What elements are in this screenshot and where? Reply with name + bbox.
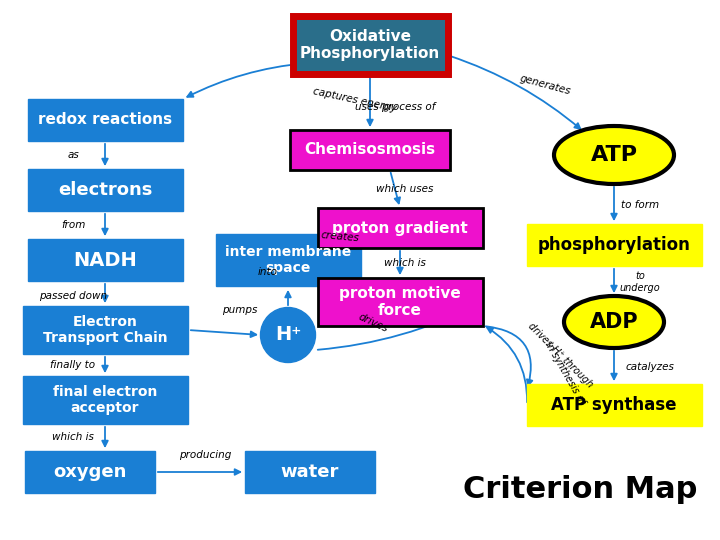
- Text: proton motive
force: proton motive force: [339, 286, 461, 318]
- Text: as: as: [67, 150, 79, 160]
- FancyBboxPatch shape: [25, 451, 155, 493]
- FancyBboxPatch shape: [526, 384, 701, 426]
- FancyBboxPatch shape: [318, 278, 482, 326]
- Text: creates: creates: [320, 231, 360, 244]
- FancyBboxPatch shape: [292, 16, 448, 74]
- Text: proton gradient: proton gradient: [332, 220, 468, 235]
- Text: catalyzes: catalyzes: [626, 362, 675, 372]
- Text: which is: which is: [384, 258, 426, 268]
- Text: to form: to form: [621, 200, 659, 210]
- Text: oxygen: oxygen: [53, 463, 127, 481]
- Text: redox reactions: redox reactions: [38, 112, 172, 127]
- Text: ATP: ATP: [590, 145, 637, 165]
- Text: pumps: pumps: [222, 305, 258, 315]
- Text: inter membrane
space: inter membrane space: [225, 245, 351, 275]
- Ellipse shape: [564, 296, 664, 348]
- Text: Oxidative
Phosphorylation: Oxidative Phosphorylation: [300, 29, 440, 61]
- FancyBboxPatch shape: [245, 451, 375, 493]
- Text: producing: producing: [179, 450, 231, 460]
- FancyBboxPatch shape: [27, 169, 182, 211]
- FancyBboxPatch shape: [318, 208, 482, 248]
- FancyBboxPatch shape: [27, 239, 182, 281]
- Text: which uses: which uses: [377, 184, 433, 194]
- Text: drives: drives: [356, 312, 390, 334]
- Text: water: water: [281, 463, 339, 481]
- Text: NADH: NADH: [73, 251, 137, 269]
- Text: uses process of: uses process of: [355, 102, 435, 112]
- Text: drives H⁺ through: drives H⁺ through: [526, 321, 594, 389]
- Text: Chemisosmosis: Chemisosmosis: [305, 143, 436, 158]
- Text: generates: generates: [518, 73, 572, 97]
- Ellipse shape: [261, 307, 315, 362]
- Text: ADP: ADP: [590, 312, 639, 332]
- FancyBboxPatch shape: [27, 99, 182, 141]
- FancyBboxPatch shape: [215, 234, 361, 286]
- Text: into: into: [258, 267, 278, 277]
- FancyBboxPatch shape: [22, 376, 187, 424]
- Text: from: from: [60, 220, 85, 230]
- Text: final electron
acceptor: final electron acceptor: [53, 385, 157, 415]
- Text: ATP synthase: ATP synthase: [552, 396, 677, 414]
- Text: H⁺: H⁺: [275, 326, 301, 345]
- Text: captures energy: captures energy: [312, 86, 397, 114]
- Text: finally to: finally to: [50, 360, 96, 370]
- FancyBboxPatch shape: [290, 130, 450, 170]
- Text: passed down: passed down: [39, 291, 107, 301]
- FancyBboxPatch shape: [22, 306, 187, 354]
- Ellipse shape: [554, 126, 674, 184]
- Text: which is: which is: [52, 432, 94, 442]
- Text: in synthesis of: in synthesis of: [543, 340, 587, 406]
- Text: electrons: electrons: [58, 181, 152, 199]
- Text: Criterion Map: Criterion Map: [463, 476, 697, 504]
- Text: to
undergo: to undergo: [620, 271, 660, 293]
- Text: phosphorylation: phosphorylation: [538, 236, 690, 254]
- Text: Electron
Transport Chain: Electron Transport Chain: [42, 315, 167, 345]
- FancyBboxPatch shape: [526, 224, 701, 266]
